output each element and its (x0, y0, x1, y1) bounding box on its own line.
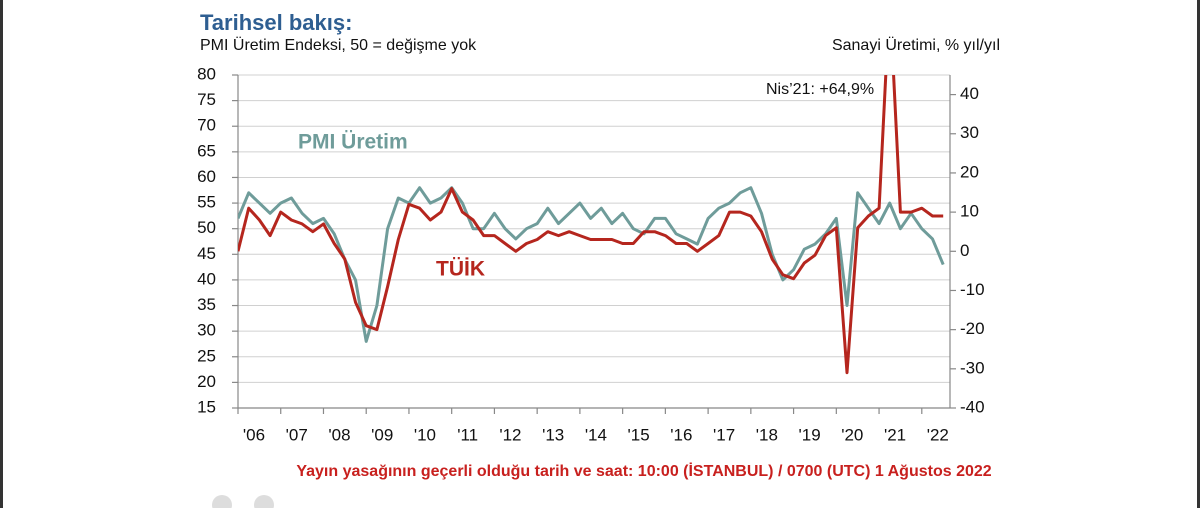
decoration (254, 495, 274, 508)
x-tick-label: '11 (457, 425, 478, 444)
x-tick-label: '08 (328, 425, 350, 444)
y2-axis-label: Sanayi Üretimi, % yıl/yıl (832, 36, 1000, 54)
x-tick-label: '09 (371, 425, 393, 444)
x-tick-label: '17 (713, 425, 735, 444)
y-tick-label: 15 (197, 397, 216, 416)
y2-tick-label: -20 (960, 319, 985, 338)
chart-subtitle: PMI Üretim Endeksi, 50 = değişme yok (200, 36, 477, 54)
y-tick-label: 60 (197, 167, 216, 186)
y-tick-label: 80 (197, 64, 216, 83)
x-tick-label: '10 (414, 425, 436, 444)
y2-tick-label: 40 (960, 84, 979, 103)
x-tick-label: '18 (756, 425, 778, 444)
series-line (238, 75, 944, 375)
x-tick-label: '13 (542, 425, 564, 444)
y2-tick-label: -30 (960, 358, 985, 377)
y-tick-label: 20 (197, 372, 216, 391)
y2-tick-label: 30 (960, 123, 979, 142)
x-tick-label: '22 (927, 425, 949, 444)
x-tick-label: '16 (670, 425, 692, 444)
chart-title: Tarihsel bakış: (200, 10, 352, 35)
plot: 15 20 25 30 35 40 45 50 55 60 65 70 75 80 -40 -30 -20 -10… (197, 64, 985, 444)
y-tick-label: 65 (197, 141, 216, 160)
frame-edge (1197, 0, 1200, 508)
y2-tick-label: -10 (960, 280, 985, 299)
y-tick-label: 35 (197, 295, 216, 314)
series-label: TÜİK (436, 258, 485, 281)
y-tick-label: 50 (197, 218, 216, 237)
y2-tick-label: 20 (960, 162, 979, 181)
x-tick-label: '14 (585, 425, 607, 444)
x-tick-label: '20 (841, 425, 863, 444)
y-tick-label: 30 (197, 321, 216, 340)
x-tick-label: '19 (799, 425, 821, 444)
frame-edge (0, 0, 3, 508)
series-label: PMI Üretim (298, 131, 408, 154)
y-tick-label: 55 (197, 193, 216, 212)
y-tick-label: 70 (197, 116, 216, 135)
x-tick-label: '07 (286, 425, 308, 444)
x-tick-label: '06 (243, 425, 265, 444)
y-tick-label: 45 (197, 244, 216, 263)
decoration (212, 495, 232, 508)
x-tick-label: '21 (884, 425, 906, 444)
footer: Yayın yasağının geçerli olduğu tarih ve … (296, 462, 991, 480)
x-tick-label: '15 (628, 425, 650, 444)
y-tick-label: 40 (197, 269, 216, 288)
y-tick-label: 25 (197, 346, 216, 365)
y2-tick-label: 0 (960, 241, 969, 260)
annotation: Nis’21: +64,9% (766, 81, 874, 98)
y2-tick-label: -40 (960, 397, 985, 416)
x-tick-label: '12 (499, 425, 521, 444)
y2-tick-label: 10 (960, 202, 979, 221)
y-tick-label: 75 (197, 90, 216, 109)
